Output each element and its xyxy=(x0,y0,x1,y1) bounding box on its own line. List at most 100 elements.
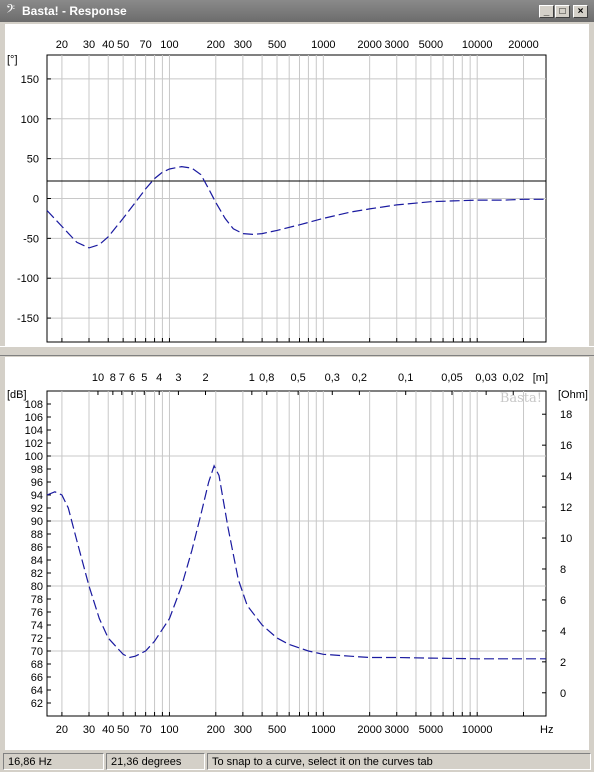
top-axis-label: 4 xyxy=(156,372,162,384)
top-axis-label: 2 xyxy=(202,372,208,384)
top-axis-label: 0,3 xyxy=(325,372,340,384)
y-tick-label: 66 xyxy=(31,672,43,684)
pane-splitter[interactable] xyxy=(0,346,594,356)
maximize-button[interactable]: □ xyxy=(555,5,570,18)
spl-impedance-chart[interactable]: 1081061041021009896949290888684828078767… xyxy=(5,357,589,750)
y2-tick-label: 10 xyxy=(560,533,572,545)
y-tick-label: 150 xyxy=(21,74,39,86)
y-tick-label: 70 xyxy=(31,646,43,658)
x-tick-label: 30 xyxy=(83,724,95,736)
x-tick-label: 40 xyxy=(102,724,114,736)
x-tick-label: 500 xyxy=(268,724,286,736)
x-tick-label: 30 xyxy=(83,39,95,51)
top-axis-label: 0,02 xyxy=(503,372,524,384)
phase-pane: 150 100 50 0 -50 -100 -150 20 30 40 50 70 100 200 300 5… xyxy=(5,24,589,346)
window-title: Basta! - Response xyxy=(22,4,127,18)
x-tick-label: 300 xyxy=(234,724,252,736)
y-axis-label: [°] xyxy=(7,54,18,66)
x-tick-label: 20 xyxy=(56,724,68,736)
top-axis-label: 10 xyxy=(92,372,104,384)
top-axis-label: 8 xyxy=(110,372,116,384)
close-button[interactable]: × xyxy=(573,5,588,18)
x-tick-label: 50 xyxy=(117,39,129,51)
x-tick-label: 70 xyxy=(140,724,152,736)
spl-pane: 108 106 104 102 100 98 96 94 92 90 88 86 84 82 80 78 76 7… xyxy=(5,357,589,750)
x-tick-label: 40 xyxy=(102,39,114,51)
y-tick-label: 108 xyxy=(25,399,43,411)
y2-tick-label: 0 xyxy=(560,688,566,700)
y-tick-label: 76 xyxy=(31,607,43,619)
y2-tick-label: 4 xyxy=(560,626,566,638)
x-tick-label: 5000 xyxy=(419,724,443,736)
y-tick-label: 84 xyxy=(31,555,43,567)
y-tick-label: 50 xyxy=(27,154,39,166)
y-axis-label: [dB] xyxy=(7,389,27,401)
x-tick-label: 500 xyxy=(268,39,286,51)
y2-axis-label: [Ohm] xyxy=(558,389,588,401)
y-tick-label: 80 xyxy=(31,581,43,593)
x-tick-label: 200 xyxy=(207,724,225,736)
phase-curve xyxy=(46,165,546,249)
x-tick-label: 300 xyxy=(234,39,252,51)
y-tick-label: 86 xyxy=(31,542,43,554)
y-tick-label: 92 xyxy=(31,503,43,515)
x-tick-label: 200 xyxy=(207,39,225,51)
y-tick-label: 100 xyxy=(21,114,39,126)
y-tick-label: 78 xyxy=(31,594,43,606)
y-tick-label: 62 xyxy=(31,698,43,710)
y2-tick-label: 14 xyxy=(560,471,572,483)
top-axis-label: 0,2 xyxy=(352,372,367,384)
y-tick-label: 102 xyxy=(25,438,43,450)
plot-area xyxy=(46,390,547,717)
y-tick-label: 106 xyxy=(25,412,43,424)
y-tick-label: 90 xyxy=(31,516,43,528)
y2-tick-label: 16 xyxy=(560,440,572,452)
top-axis-label: 3 xyxy=(175,372,181,384)
y2-tick-label: 6 xyxy=(560,595,566,607)
top-axis-label: 0,5 xyxy=(290,372,305,384)
y2-tick-label: 12 xyxy=(560,502,572,514)
x-tick-label: 10000 xyxy=(462,724,493,736)
top-axis-label: 0,8 xyxy=(259,372,274,384)
y-tick-label: 100 xyxy=(25,451,43,463)
x-tick-label: 5000 xyxy=(419,39,443,51)
y-tick-label: 98 xyxy=(31,464,43,476)
y-tick-label: 64 xyxy=(31,685,43,697)
top-axis-label: 6 xyxy=(129,372,135,384)
y-tick-label: -100 xyxy=(17,273,39,285)
y2-tick-label: 18 xyxy=(560,409,572,421)
x-tick-label: 70 xyxy=(140,39,152,51)
x-tick-label: 3000 xyxy=(385,39,409,51)
y-tick-label: 94 xyxy=(31,490,43,502)
top-axis-label: 5 xyxy=(141,372,147,384)
watermark: Basta! xyxy=(500,391,542,406)
y-tick-label: -150 xyxy=(17,313,39,325)
y-tick-label: 104 xyxy=(25,425,43,437)
minimize-button[interactable]: _ xyxy=(539,5,554,18)
top-axis-label: 0,03 xyxy=(475,372,496,384)
status-hint: To snap to a curve, select it on the cur… xyxy=(207,753,591,770)
x-tick-label: 100 xyxy=(160,724,178,736)
title-bar[interactable]: 𝄢 Basta! - Response _ □ × xyxy=(0,0,594,22)
y-tick-label: 88 xyxy=(31,529,43,541)
top-axis-label: 0,1 xyxy=(398,372,413,384)
bass-clef-icon: 𝄢 xyxy=(6,2,16,18)
status-frequency: 16,86 Hz xyxy=(3,753,104,770)
y-tick-label: 96 xyxy=(31,477,43,489)
spl-curve xyxy=(46,464,546,660)
x-tick-label: 20000 xyxy=(508,39,539,51)
top-axis-unit: [m] xyxy=(533,372,548,384)
y2-tick-label: 8 xyxy=(560,564,566,576)
x-tick-label: 100 xyxy=(160,39,178,51)
status-value: 21,36 degrees xyxy=(106,753,205,770)
y2-tick-label: 2 xyxy=(560,657,566,669)
x-tick-label: 2000 xyxy=(357,39,381,51)
x-axis-unit: Hz xyxy=(540,724,553,736)
x-tick-label: 20 xyxy=(56,39,68,51)
y-tick-label: 68 xyxy=(31,659,43,671)
top-axis-label: 7 xyxy=(119,372,125,384)
top-axis-label: 1 xyxy=(249,372,255,384)
x-tick-label: 10000 xyxy=(462,39,493,51)
y-tick-label: 72 xyxy=(31,633,43,645)
